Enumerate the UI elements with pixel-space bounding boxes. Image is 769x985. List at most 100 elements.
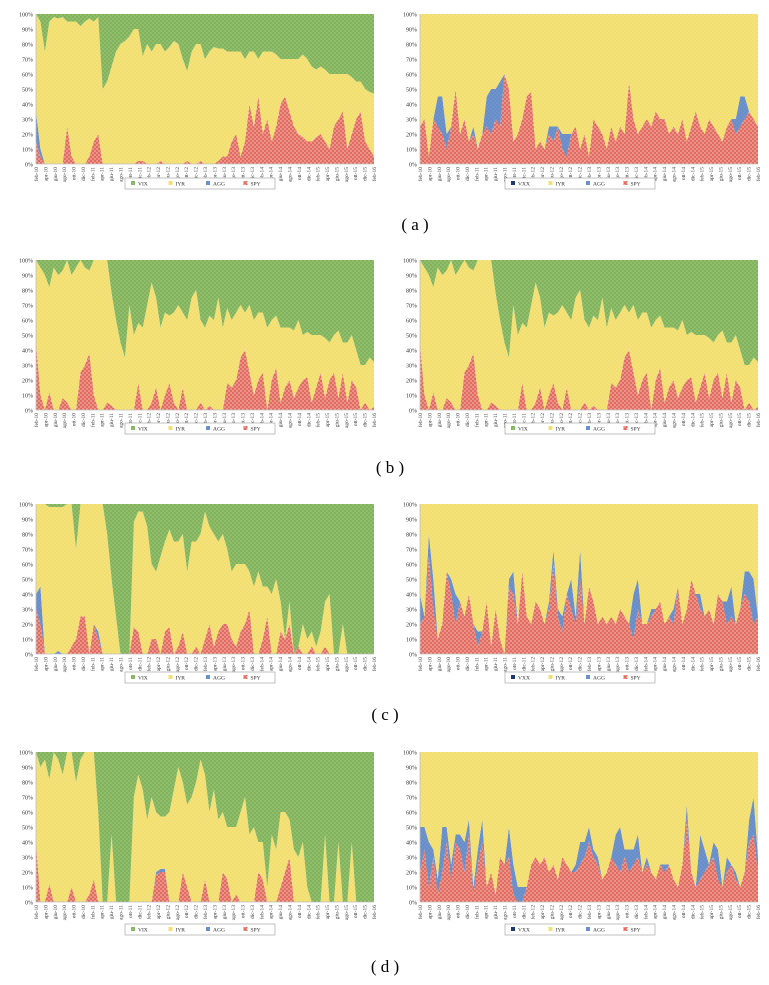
x-tick-label: feb-14: [258, 167, 265, 182]
area-iyr: [420, 260, 758, 410]
x-tick-label: dic-13: [634, 657, 640, 671]
y-tick-label: 30%: [406, 118, 417, 124]
x-tick-label: dic-15: [363, 413, 369, 427]
y-tick-label: 60%: [22, 563, 33, 569]
x-tick-label: feb-12: [146, 905, 153, 920]
x-tick-label: ott-12: [568, 167, 574, 180]
area-vix: [36, 752, 374, 902]
x-tick-label: dic-10: [81, 413, 87, 427]
x-tick-label: apr-14: [269, 905, 275, 919]
y-tick-label: 90%: [406, 766, 417, 772]
x-tick-label: ago-14: [672, 167, 678, 183]
x-tick-label: feb-11: [89, 413, 96, 427]
y-tick-label: 70%: [406, 796, 417, 802]
y-tick-label: 100%: [403, 503, 417, 509]
y-tick-label: 10%: [406, 394, 417, 400]
y-tick-label: 10%: [22, 394, 33, 400]
x-tick-label: dic-13: [634, 413, 640, 427]
area-agg: [420, 74, 758, 157]
x-tick-label: apr-11: [484, 657, 490, 671]
y-tick-label: 90%: [22, 766, 33, 772]
y-tick-label: 0%: [409, 163, 417, 169]
y-tick-label: 10%: [22, 886, 33, 892]
x-tick-label: giu-13: [606, 167, 612, 182]
y-tick-label: 0%: [25, 901, 33, 907]
legend-label-iyr: IYR: [556, 182, 566, 188]
y-tick-label: 40%: [22, 349, 33, 355]
legend-label-spy: SPY: [631, 676, 641, 682]
x-tick-label: feb-13: [586, 413, 593, 428]
x-tick-label: apr-13: [212, 413, 218, 427]
y-tick-label: 0%: [409, 653, 417, 659]
y-tick-label: 20%: [406, 133, 417, 139]
x-tick-label: ago-14: [672, 657, 678, 673]
x-tick-label: ago-12: [559, 905, 565, 921]
area-iyr: [36, 14, 374, 164]
x-tick-label: giu-11: [493, 167, 499, 181]
legend-label-agg: AGG: [213, 676, 225, 682]
area-iyr: [420, 504, 758, 654]
legend-swatch-iyr: [168, 426, 173, 430]
x-tick-label: dic-11: [137, 413, 143, 427]
legend-label-vxx: VXX: [518, 182, 530, 188]
x-tick-label: giu-15: [718, 657, 724, 672]
y-tick-label: 80%: [22, 289, 33, 295]
x-tick-label: dic-11: [521, 905, 527, 919]
x-tick-label: ott-13: [241, 657, 247, 670]
x-tick-label: giu-12: [165, 167, 171, 182]
y-tick-label: 10%: [22, 638, 33, 644]
x-tick-label: ott-14: [681, 657, 687, 670]
x-tick-label: apr-11: [100, 413, 106, 427]
area-spy: [420, 342, 758, 410]
x-tick-label: feb-11: [473, 167, 480, 181]
legend-label-iyr: IYR: [176, 182, 186, 188]
x-tick-label: ott-13: [241, 905, 247, 918]
x-tick-label: ott-15: [737, 167, 743, 180]
chart-d-right: 0%10%20%30%40%50%60%70%80%90%100%feb-10 a…: [403, 751, 762, 936]
x-tick-label: giu-12: [549, 905, 555, 920]
x-tick-label: giu-15: [718, 167, 724, 182]
legend-label-spy: SPY: [631, 182, 641, 188]
x-tick-label: giu-12: [549, 657, 555, 672]
legend-box: [124, 671, 276, 684]
x-tick-label: apr-12: [156, 167, 162, 181]
x-tick-label: feb-13: [202, 167, 209, 182]
x-tick-label: ago-15: [344, 905, 350, 921]
x-tick-label: giu-10: [53, 413, 59, 428]
x-tick-label: giu-10: [53, 657, 59, 672]
legend-label-agg: AGG: [593, 676, 605, 682]
x-tick-label: feb-16: [371, 657, 378, 672]
y-tick-label: 60%: [406, 563, 417, 569]
x-tick-label: apr-10: [427, 657, 433, 671]
x-tick-label: ott-11: [512, 413, 518, 426]
x-tick-label: giu-13: [606, 413, 612, 428]
area-iyr: [420, 14, 758, 157]
x-tick-label: ott-10: [456, 905, 462, 918]
x-tick-label: ott-12: [184, 905, 190, 918]
legend-swatch-iyr: [168, 181, 173, 185]
x-tick-label: apr-10: [43, 657, 49, 671]
x-tick-label: giu-15: [718, 905, 724, 920]
x-tick-label: feb-14: [258, 905, 265, 920]
x-tick-label: ott-10: [72, 905, 78, 918]
y-tick-label: 0%: [25, 653, 33, 659]
y-tick-label: 40%: [406, 103, 417, 109]
legend-swatch-agg: [206, 426, 210, 430]
x-tick-label: ott-13: [241, 413, 247, 426]
y-tick-label: 90%: [22, 28, 33, 34]
y-tick-label: 0%: [409, 901, 417, 907]
legend-label-agg: AGG: [213, 182, 225, 188]
x-tick-label: giu-15: [718, 413, 724, 428]
x-tick-label: ott-13: [625, 413, 631, 426]
row-label-c: ( c ): [371, 705, 399, 724]
x-tick-label: giu-11: [109, 657, 115, 671]
legend-label-spy: SPY: [251, 182, 261, 188]
x-tick-label: ago-14: [288, 413, 294, 429]
chart-c-left: 0%10%20%30%40%50%60%70%80%90%100%feb-10 a…: [19, 503, 378, 684]
x-tick-label: feb-12: [146, 167, 153, 182]
x-tick-label: apr-12: [540, 167, 546, 181]
x-tick-label: dic-10: [81, 657, 87, 671]
x-tick-label: ott-15: [353, 413, 359, 426]
x-tick-label: dic-14: [690, 657, 696, 671]
x-tick-label: giu-12: [549, 167, 555, 182]
